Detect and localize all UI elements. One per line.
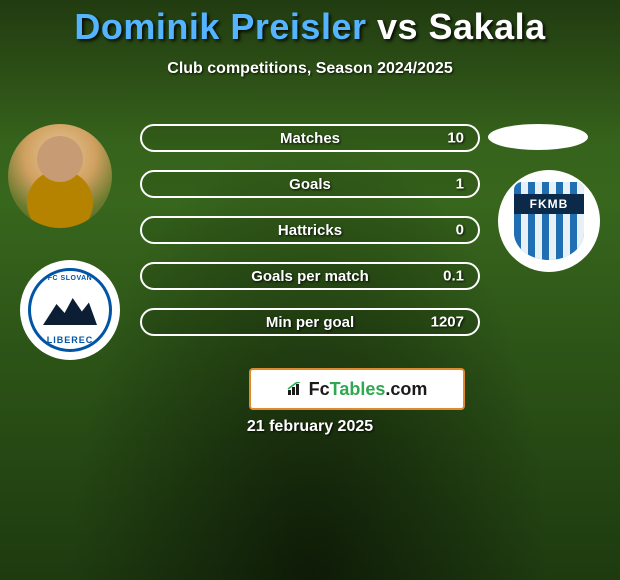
player2-club-badge: FKMB [498,170,600,272]
logo-text-accent: Tables [330,379,386,399]
badge-left-bottom-text: LIBEREC [31,335,109,345]
stat-label: Goals per match [251,268,369,285]
stat-row-goals-per-match: Goals per match 0.1 [140,262,480,290]
date-line: 21 february 2025 [0,418,620,436]
stat-label: Goals [289,176,331,193]
stat-value-right: 0.1 [443,268,464,285]
logo-text-prefix: Fc [309,379,330,399]
stat-row-min-per-goal: Min per goal 1207 [140,308,480,336]
stat-value-right: 10 [447,130,464,147]
bar-chart-icon [287,382,305,396]
stat-row-goals: Goals 1 [140,170,480,198]
stat-row-matches: Matches 10 [140,124,480,152]
title-vs: vs [366,6,428,47]
logo-text-suffix: .com [385,379,427,399]
stats-container: Matches 10 Goals 1 Hattricks 0 Goals per… [140,124,480,354]
page-title: Dominik Preisler vs Sakala [0,0,620,48]
mountain-icon [43,295,97,325]
content-root: Dominik Preisler vs Sakala Club competit… [0,0,620,580]
subtitle: Club competitions, Season 2024/2025 [0,60,620,78]
badge-left-top-text: FC SLOVAN [31,275,109,282]
stat-label: Matches [280,130,340,147]
title-player2: Sakala [429,6,546,47]
stat-value-right: 0 [456,222,464,239]
stat-value-right: 1 [456,176,464,193]
stat-label: Hattricks [278,222,342,239]
logo-text: FcTables.com [309,379,428,400]
player1-avatar [8,124,112,228]
player2-avatar [488,124,588,150]
stat-label: Min per goal [266,314,354,331]
stat-row-hattricks: Hattricks 0 [140,216,480,244]
player1-club-badge: FC SLOVAN LIBEREC [20,260,120,360]
title-player1: Dominik Preisler [74,6,366,47]
stat-value-right: 1207 [431,314,464,331]
badge-right-band-text: FKMB [514,194,584,214]
